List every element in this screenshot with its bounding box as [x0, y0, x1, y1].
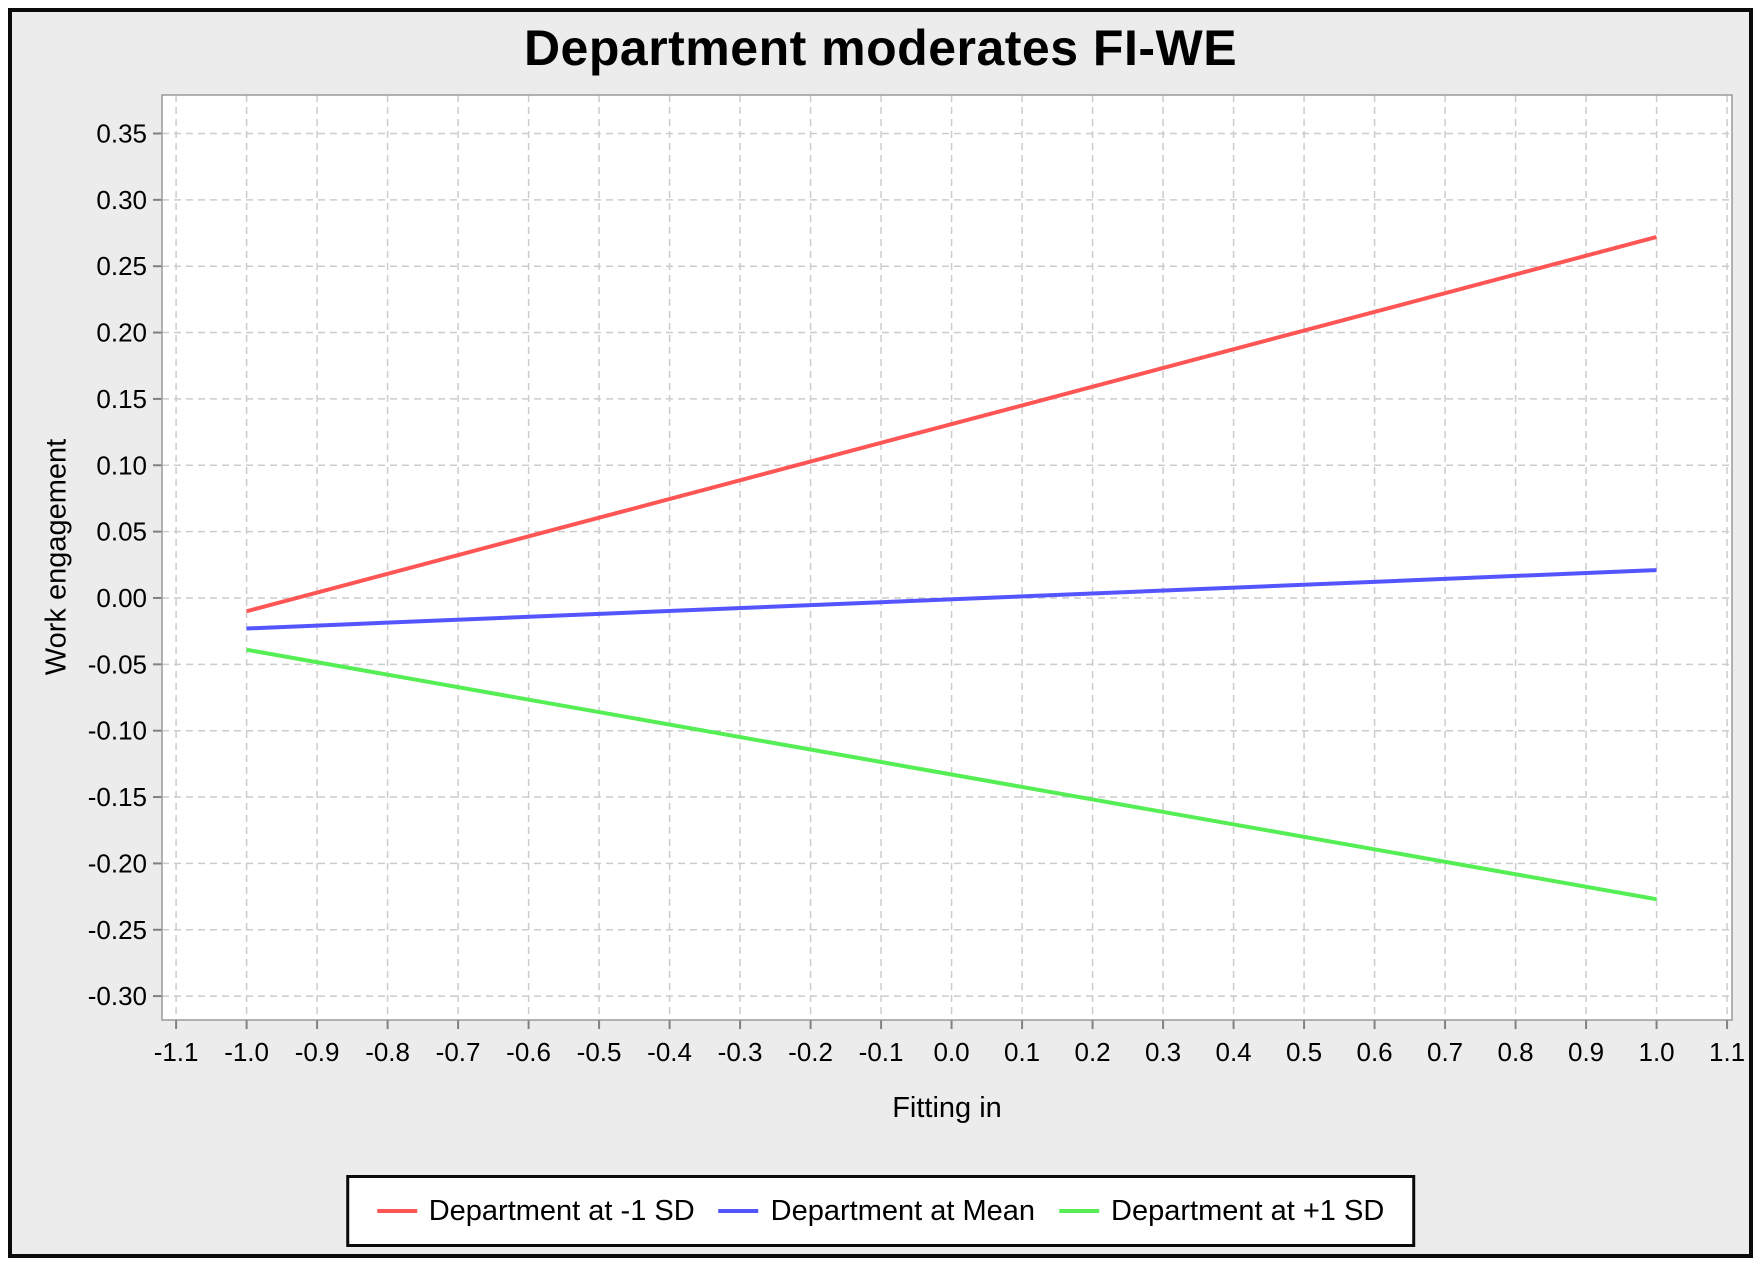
- legend-swatch-blue-line: [718, 1209, 759, 1213]
- x-tick-label: -0.6: [506, 1037, 551, 1067]
- x-tick-label: 0.5: [1286, 1037, 1322, 1067]
- legend-label: Department at +1 SD: [1111, 1194, 1385, 1227]
- series-line: [246, 568, 1657, 631]
- legend: Department at -1 SD Department at Mean D…: [345, 1175, 1416, 1247]
- x-tick-label: 0.4: [1215, 1037, 1251, 1067]
- series-line: [246, 235, 1658, 614]
- legend-item-dept-minus-1sd: Department at -1 SD: [376, 1194, 695, 1228]
- series-line: [246, 647, 1657, 902]
- x-tick-label: 0.0: [934, 1037, 970, 1067]
- x-tick-label: -1.1: [154, 1037, 199, 1067]
- x-tick-label: -0.5: [577, 1037, 622, 1067]
- x-tick-label: 0.1: [1004, 1037, 1040, 1067]
- x-tick-label: 1.0: [1638, 1037, 1674, 1067]
- legend-item-dept-mean: Department at Mean: [718, 1194, 1036, 1228]
- y-tick-label: -0.10: [88, 716, 147, 746]
- y-axis-label: Work engagement: [40, 438, 73, 676]
- y-tick-label: 0.00: [96, 583, 147, 613]
- x-tick-label: 1.1: [1709, 1037, 1745, 1067]
- chart-frame: -1.1 -1.0 -0.9 -0.8 -0.7 -0.6 -0.5 -0.4 -0.3 -0.2…: [8, 8, 1753, 1258]
- y-tick-label: 0.25: [96, 251, 147, 281]
- y-tick-label: 0.05: [96, 517, 147, 547]
- x-tick-label: -0.2: [788, 1037, 833, 1067]
- legend-label: Department at -1 SD: [428, 1194, 695, 1227]
- y-tick-label: -0.05: [88, 649, 147, 679]
- x-tick-label: -0.3: [718, 1037, 763, 1067]
- y-tick-label: 0.15: [96, 384, 147, 414]
- x-tick-label: 0.2: [1075, 1037, 1111, 1067]
- y-tick-label: -0.25: [88, 915, 147, 945]
- x-tick-label: 0.6: [1356, 1037, 1392, 1067]
- legend-swatch-green-line: [1059, 1209, 1100, 1213]
- y-tick-label: 0.30: [96, 185, 147, 215]
- x-tick-label: 0.3: [1145, 1037, 1181, 1067]
- x-tick-label: -1.0: [224, 1037, 269, 1067]
- legend-item-dept-plus-1sd: Department at +1 SD: [1059, 1195, 1384, 1228]
- x-tick-label: 0.9: [1568, 1037, 1604, 1067]
- x-axis-label: Fitting in: [892, 1092, 1002, 1124]
- x-tick-label: -0.4: [647, 1037, 692, 1067]
- y-tick-label: 0.10: [96, 450, 147, 480]
- y-tick-label: -0.30: [88, 981, 147, 1011]
- y-tick-label: 0.35: [96, 118, 147, 148]
- plot-area: -1.1 -1.0 -0.9 -0.8 -0.7 -0.6 -0.5 -0.4 -0.3 -0.2…: [88, 94, 1745, 1067]
- y-tick-label: -0.15: [88, 782, 147, 812]
- plot-border: [161, 94, 1733, 1021]
- x-tick-label: 0.7: [1427, 1037, 1463, 1067]
- plot-background: [162, 95, 1732, 1020]
- x-tick-label: -0.7: [436, 1037, 481, 1067]
- chart-title: Department moderates FI-WE: [523, 20, 1238, 76]
- legend-label: Department at Mean: [770, 1194, 1036, 1227]
- x-tick-label: -0.8: [365, 1037, 410, 1067]
- x-tick-label: 0.8: [1497, 1037, 1533, 1067]
- x-tick-label: -0.1: [859, 1037, 904, 1067]
- x-tick-label: -0.9: [295, 1037, 340, 1067]
- y-tick-label: -0.20: [88, 848, 147, 878]
- y-tick-label: 0.20: [96, 318, 147, 348]
- legend-swatch-red-line: [376, 1209, 417, 1213]
